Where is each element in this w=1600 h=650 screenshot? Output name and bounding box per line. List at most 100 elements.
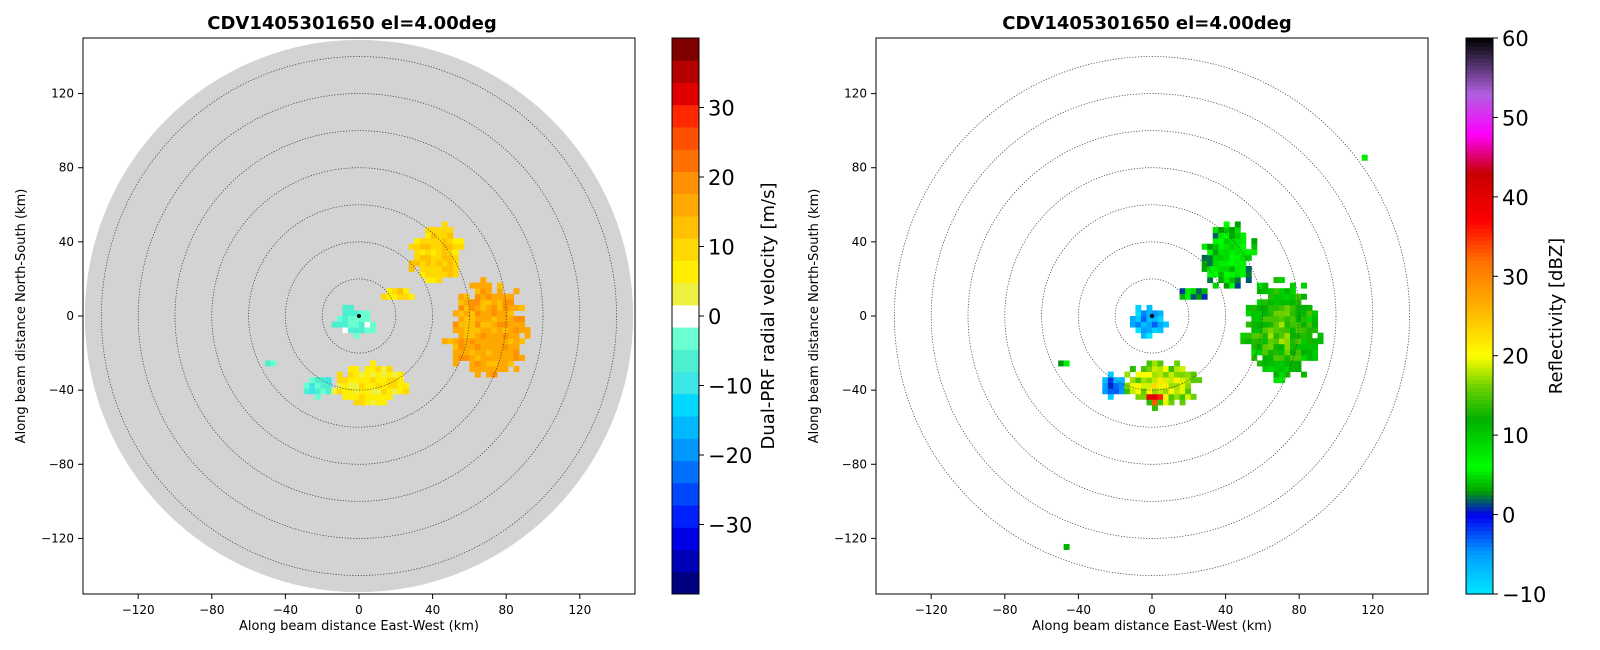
colorbar-segment bbox=[1466, 558, 1493, 563]
echo-pixel bbox=[1240, 249, 1247, 256]
colorbar-segment bbox=[1466, 574, 1493, 579]
colorbar-segment bbox=[1466, 288, 1493, 293]
colorbar-segment bbox=[1466, 216, 1493, 222]
echo-pixel bbox=[1107, 382, 1114, 389]
echo-pixel bbox=[1290, 282, 1296, 289]
echo-pixel bbox=[1295, 321, 1302, 328]
echo-pixel bbox=[1168, 371, 1175, 378]
range-ring bbox=[211, 167, 507, 465]
echo-pixel bbox=[513, 343, 520, 350]
echo-pixel bbox=[353, 366, 360, 372]
echo-pixel bbox=[1207, 260, 1214, 267]
echo-pixel bbox=[303, 382, 310, 389]
echo-pixel bbox=[1129, 321, 1136, 328]
echo-pixel bbox=[1223, 227, 1230, 233]
echo-pixel bbox=[1168, 382, 1175, 389]
colorbar-segment bbox=[1466, 331, 1493, 337]
echo-pixel bbox=[381, 393, 387, 400]
echo-pixel bbox=[1157, 382, 1164, 389]
range-ring bbox=[967, 130, 1337, 502]
echo-pixel bbox=[447, 254, 454, 261]
echo-pixel bbox=[441, 238, 448, 245]
echo-pixel bbox=[452, 249, 459, 256]
echo-pixel bbox=[469, 316, 476, 322]
echo-pixel bbox=[1190, 393, 1197, 400]
echo-pixel bbox=[392, 382, 399, 389]
echo-pixel bbox=[1223, 243, 1230, 250]
echo-pixel bbox=[1295, 343, 1302, 350]
echo-pixel bbox=[414, 260, 421, 267]
echo-pixel bbox=[1152, 366, 1158, 372]
echo-pixel bbox=[375, 399, 382, 406]
echo-pixel bbox=[1262, 327, 1269, 334]
echo-pixel bbox=[1251, 338, 1258, 345]
echo-pixel bbox=[491, 354, 498, 361]
echo-pixel bbox=[1262, 354, 1269, 361]
echo-pixel bbox=[452, 260, 459, 267]
echo-pixel bbox=[480, 338, 487, 345]
colorbar-segment bbox=[1466, 117, 1493, 122]
echo-pixel bbox=[1152, 393, 1158, 400]
echo-pixel bbox=[502, 316, 509, 322]
echo-pixel bbox=[1317, 332, 1324, 339]
echo-pixel bbox=[1267, 310, 1274, 317]
colorbar-segment bbox=[1466, 379, 1493, 385]
echo-pixel bbox=[381, 388, 387, 395]
reflectivity-x-axis-label: Along beam distance East-West (km) bbox=[1032, 619, 1272, 634]
y-tick-label: 0 bbox=[66, 309, 74, 323]
echo-pixel bbox=[1234, 265, 1241, 272]
velocity-range-rings bbox=[101, 56, 617, 576]
echo-pixel bbox=[485, 366, 492, 372]
echo-pixel bbox=[1174, 371, 1180, 378]
echo-pixel bbox=[1129, 382, 1136, 389]
echo-pixel bbox=[1157, 310, 1164, 317]
echo-pixel bbox=[480, 282, 487, 289]
echo-pixel bbox=[353, 316, 360, 322]
echo-pixel bbox=[353, 327, 360, 334]
echo-pixel bbox=[508, 299, 514, 306]
echo-pixel bbox=[1135, 382, 1142, 389]
echo-pixel bbox=[458, 343, 465, 350]
velocity-x-axis-label: Along beam distance East-West (km) bbox=[239, 619, 479, 634]
echo-pixel bbox=[1163, 393, 1169, 400]
colorbar-segment bbox=[1466, 407, 1493, 412]
echo-pixel bbox=[1273, 316, 1280, 322]
echo-pixel bbox=[1129, 388, 1136, 395]
colorbar-segment bbox=[1466, 522, 1493, 528]
echo-pixel bbox=[474, 332, 481, 339]
echo-pixel bbox=[1140, 321, 1147, 328]
echo-pixel bbox=[425, 277, 432, 284]
echo-pixel bbox=[1278, 377, 1285, 384]
colorbar-segment bbox=[1466, 173, 1493, 178]
echo-pixel bbox=[1267, 366, 1274, 372]
echo-pixel bbox=[469, 299, 476, 306]
echo-pixel bbox=[491, 316, 498, 322]
echo-pixel bbox=[1295, 293, 1302, 300]
echo-pixel bbox=[331, 321, 338, 328]
echo-pixel bbox=[485, 343, 492, 350]
x-tick-label: 80 bbox=[499, 603, 514, 617]
colorbar-segment bbox=[1466, 542, 1493, 547]
echo-pixel bbox=[1267, 360, 1274, 367]
echo-pixel bbox=[375, 366, 382, 372]
echo-pixel bbox=[1301, 316, 1307, 322]
echo-pixel bbox=[314, 382, 321, 389]
echo-pixel bbox=[1267, 338, 1274, 345]
echo-pixel bbox=[1278, 354, 1285, 361]
echo-pixel bbox=[1163, 371, 1169, 378]
echo-pixel bbox=[1168, 399, 1175, 406]
echo-pixel bbox=[1107, 393, 1114, 400]
echo-pixel bbox=[502, 354, 509, 361]
echo-pixel bbox=[1306, 354, 1313, 361]
colorbar-segment bbox=[1466, 256, 1493, 261]
echo-pixel bbox=[480, 304, 487, 311]
colorbar-segment bbox=[1466, 474, 1493, 480]
echo-pixel bbox=[397, 382, 404, 389]
echo-pixel bbox=[441, 271, 448, 278]
echo-pixel bbox=[1223, 254, 1230, 261]
echo-pixel bbox=[1312, 310, 1318, 317]
echo-pixel bbox=[430, 249, 437, 256]
colorbar-segment bbox=[1466, 578, 1493, 583]
echo-pixel bbox=[1140, 327, 1147, 334]
echo-pixel bbox=[1179, 382, 1186, 389]
